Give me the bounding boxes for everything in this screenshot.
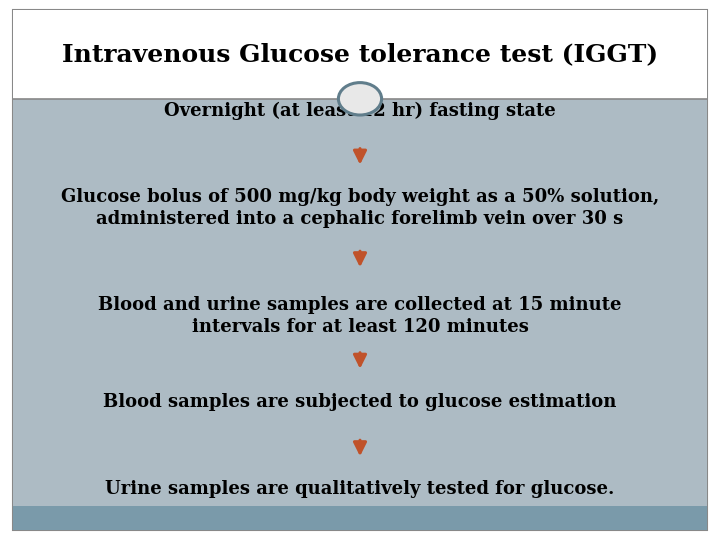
Circle shape — [338, 83, 382, 115]
Text: Overnight (at least 12 hr) fasting state: Overnight (at least 12 hr) fasting state — [164, 102, 556, 120]
Text: Urine samples are qualitatively tested for glucose.: Urine samples are qualitatively tested f… — [105, 480, 615, 498]
Bar — [13, 99, 707, 506]
Text: Glucose bolus of 500 mg/kg body weight as a 50% solution,
administered into a ce: Glucose bolus of 500 mg/kg body weight a… — [61, 188, 659, 228]
Bar — [13, 10, 707, 99]
Text: Intravenous Glucose tolerance test (IGGT): Intravenous Glucose tolerance test (IGGT… — [62, 42, 658, 66]
Text: Blood and urine samples are collected at 15 minute
intervals for at least 120 mi: Blood and urine samples are collected at… — [98, 296, 622, 336]
Text: Blood samples are subjected to glucose estimation: Blood samples are subjected to glucose e… — [103, 393, 617, 411]
Bar — [13, 506, 707, 530]
